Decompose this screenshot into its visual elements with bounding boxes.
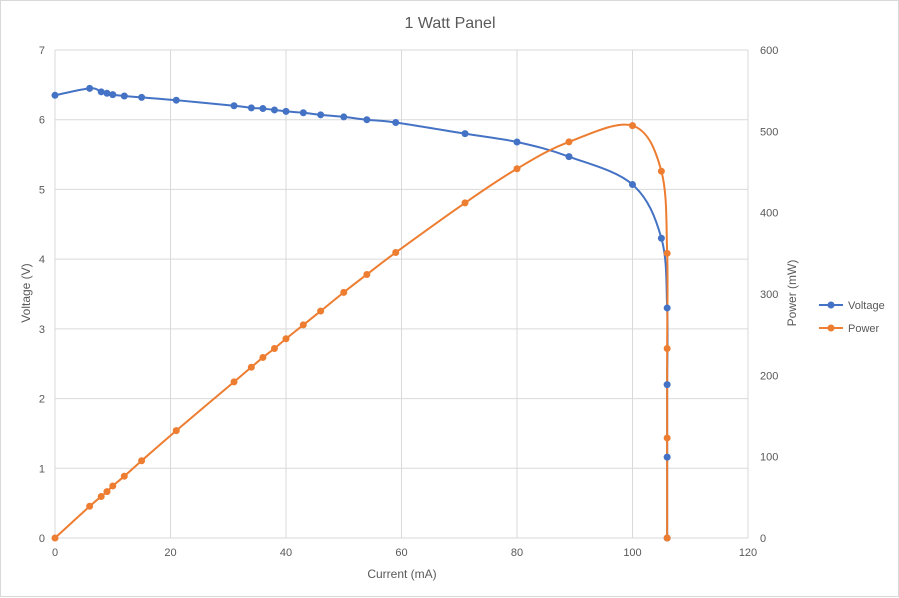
data-point-power-8: [230, 378, 238, 386]
data-point-power-0: [51, 534, 59, 542]
y2-tick-label-4: 400: [760, 208, 778, 220]
data-point-power-11: [270, 344, 278, 352]
y-tick-label-0: 0: [39, 533, 45, 545]
legend-label-voltage: Voltage: [848, 300, 885, 312]
data-point-power-3: [103, 488, 111, 496]
series-lines: [54, 87, 669, 539]
data-point-voltage-11: [270, 106, 278, 114]
legend: Voltage Power: [819, 300, 885, 335]
data-point-voltage-16: [363, 116, 371, 124]
data-point-voltage-18: [461, 130, 469, 138]
data-point-voltage-12: [282, 107, 290, 115]
data-point-power-12: [282, 335, 290, 343]
y2-tick-label-3: 300: [760, 289, 778, 301]
data-point-power-22: [657, 167, 665, 175]
legend-marker-power: [827, 324, 835, 332]
data-point-voltage-17: [392, 119, 400, 126]
data-point-power-15: [340, 288, 348, 296]
data-point-power-24: [663, 344, 671, 352]
data-point-voltage-23: [663, 304, 671, 312]
x-tick-label-2: 40: [280, 547, 292, 559]
y2-axis-tick-labels: 0 100 200 300 400 500 600: [760, 45, 778, 545]
data-point-power-2: [97, 493, 105, 501]
data-point-power-4: [109, 482, 117, 490]
data-point-voltage-5: [120, 92, 128, 100]
y2-tick-label-1: 100: [760, 452, 778, 464]
data-point-power-7: [172, 427, 180, 435]
chart-title: 1 Watt Panel: [404, 15, 495, 32]
data-point-voltage-22: [657, 234, 665, 242]
legend-marker-voltage: [827, 301, 835, 309]
data-point-voltage-7: [172, 96, 180, 104]
y-tick-label-3: 3: [39, 324, 45, 336]
x-axis-tick-labels: 0 20 40 60 80 100 120: [52, 547, 757, 559]
y-axis-tick-labels: 0 1 2 3 4 5 6 7: [39, 45, 45, 545]
data-point-voltage-19: [513, 138, 521, 146]
data-point-power-14: [317, 307, 325, 315]
data-point-power-5: [120, 472, 128, 480]
y2-tick-label-5: 500: [760, 126, 778, 138]
data-point-voltage-0: [51, 91, 59, 99]
y-tick-label-4: 4: [39, 254, 45, 266]
series-markers: [51, 84, 671, 542]
data-point-voltage-2: [97, 88, 105, 96]
y2-tick-label-0: 0: [760, 533, 766, 545]
data-point-power-19: [513, 165, 521, 173]
y-tick-label-7: 7: [39, 45, 45, 57]
data-point-voltage-24: [663, 381, 671, 389]
data-point-power-23: [663, 249, 671, 257]
y2-tick-label-6: 600: [760, 45, 778, 57]
y-tick-label-6: 6: [39, 115, 45, 127]
data-point-power-20: [565, 138, 573, 146]
data-point-power-13: [299, 321, 307, 329]
data-point-power-17: [392, 249, 400, 257]
x-tick-label-0: 0: [52, 547, 58, 559]
x-tick-label-6: 120: [739, 547, 757, 559]
x-tick-label-4: 80: [511, 547, 523, 559]
y-tick-label-5: 5: [39, 184, 45, 196]
legend-item-voltage: Voltage: [819, 300, 885, 312]
data-point-power-10: [259, 353, 267, 361]
legend-item-power: Power: [819, 323, 880, 335]
data-point-voltage-13: [299, 109, 307, 117]
data-point-voltage-1: [86, 84, 94, 92]
legend-label-power: Power: [848, 323, 880, 335]
data-point-voltage-25: [663, 453, 671, 461]
y-axis-title: Voltage (V): [19, 263, 33, 322]
series-line-voltage: [54, 87, 669, 538]
data-point-voltage-6: [138, 93, 146, 101]
y2-tick-label-2: 200: [760, 370, 778, 382]
series-line-power: [54, 123, 669, 539]
data-point-voltage-9: [247, 104, 255, 112]
data-point-power-1: [86, 502, 94, 510]
y-tick-label-1: 1: [39, 463, 45, 475]
x-axis-title: Current (mA): [367, 567, 436, 581]
data-point-voltage-3: [103, 89, 111, 97]
data-point-voltage-14: [317, 111, 325, 119]
data-point-power-16: [363, 270, 371, 278]
y2-axis-title: Power (mW): [785, 260, 799, 327]
x-tick-label-5: 100: [623, 547, 641, 559]
data-point-voltage-20: [565, 153, 573, 161]
data-point-power-25: [663, 434, 671, 442]
data-point-voltage-4: [109, 91, 117, 99]
data-point-voltage-10: [259, 105, 267, 113]
data-point-power-26: [663, 534, 671, 542]
data-point-voltage-21: [629, 181, 636, 189]
data-point-power-9: [247, 363, 255, 371]
y-tick-label-2: 2: [39, 394, 45, 406]
data-point-power-18: [461, 199, 469, 207]
data-point-power-21: [629, 122, 636, 130]
x-tick-label-3: 60: [395, 547, 407, 559]
data-point-voltage-15: [340, 113, 348, 121]
data-point-voltage-8: [230, 102, 238, 110]
x-tick-label-1: 20: [164, 547, 176, 559]
data-point-power-6: [138, 457, 146, 465]
gridlines: [54, 49, 749, 539]
